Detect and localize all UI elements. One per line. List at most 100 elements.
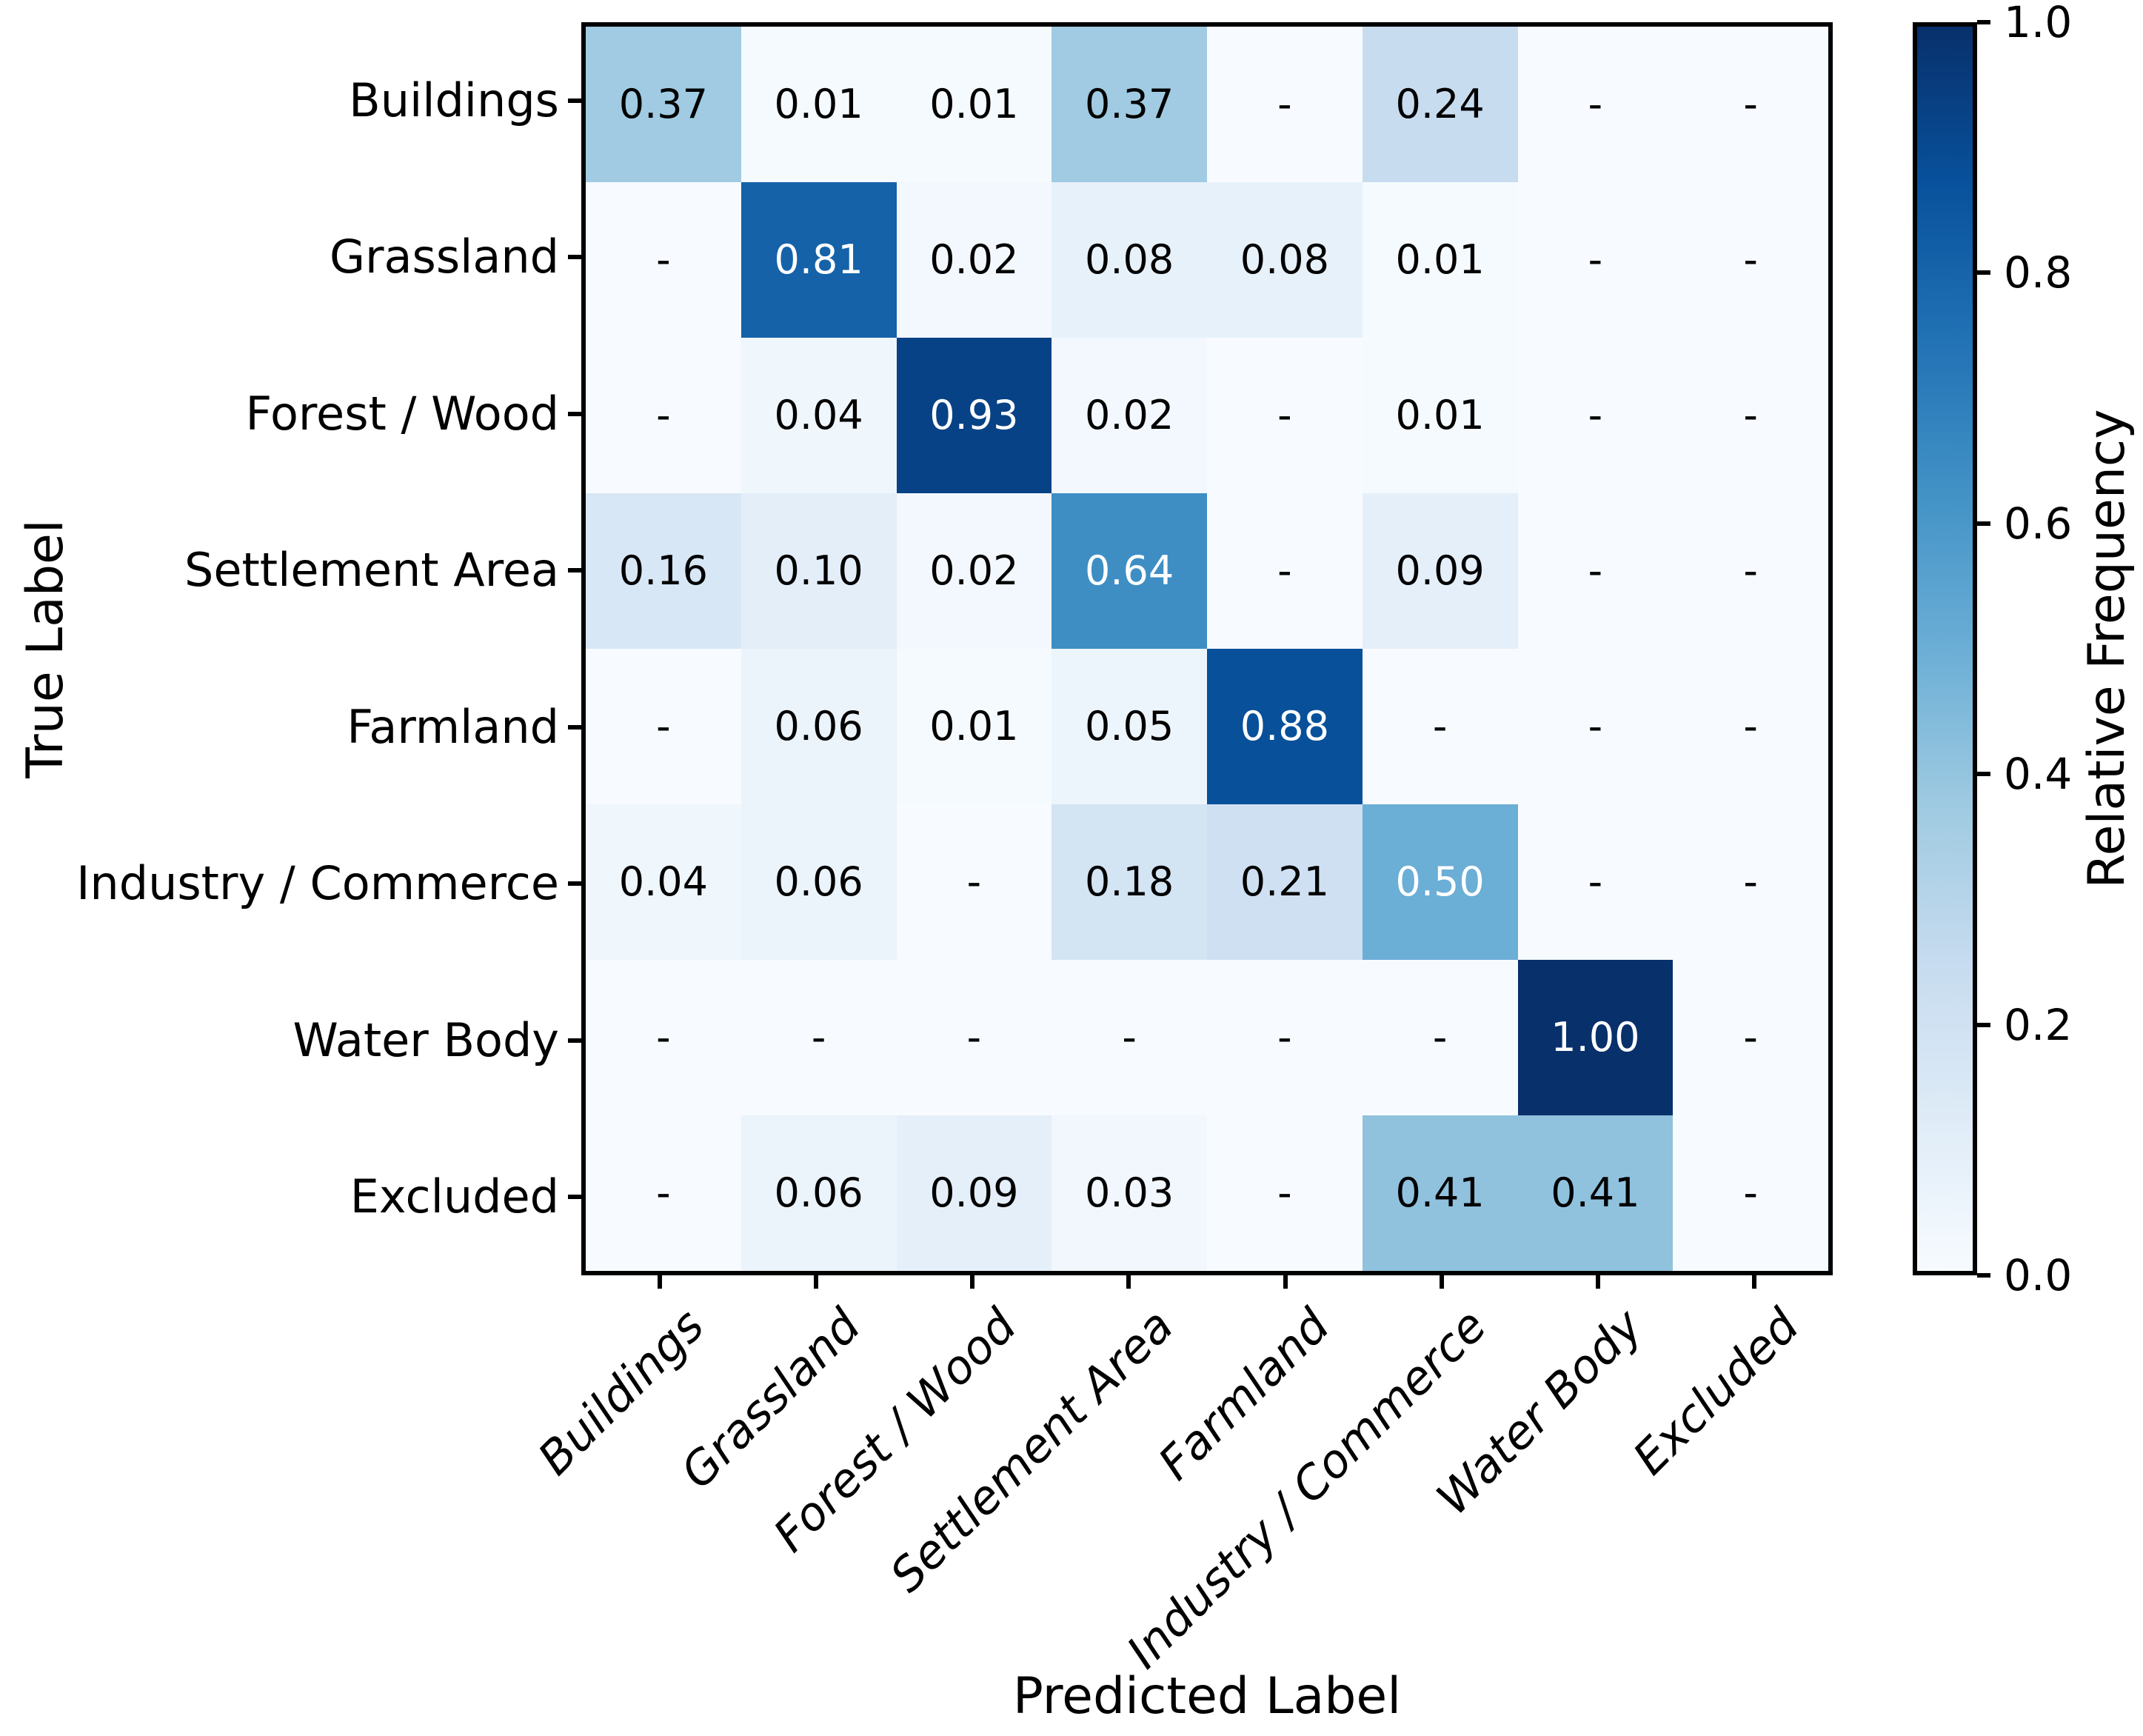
heatmap-cell: -: [1673, 960, 1828, 1115]
x-tick-mark: [1596, 1275, 1601, 1289]
heatmap-cell: -: [740, 960, 897, 1115]
heatmap-cell: 0.04: [586, 804, 741, 960]
heatmap-cell-value: 0.10: [774, 547, 863, 594]
heatmap-cell: 0.06: [740, 804, 897, 960]
heatmap-cell: 0.37: [586, 27, 741, 182]
heatmap-cell: 0.02: [1052, 338, 1207, 493]
heatmap-cell-value: 0.01: [1395, 236, 1485, 283]
y-tick-mark: [568, 1195, 581, 1200]
heatmap-cell-value: 0.06: [774, 858, 863, 905]
heatmap-cell: 0.04: [740, 338, 897, 493]
heatmap-cell: 0.64: [1052, 493, 1207, 649]
heatmap-cell-value: -: [1277, 1169, 1292, 1216]
heatmap-cell: 0.10: [740, 493, 897, 649]
heatmap-cells: 0.37 0.01 0.01 0.37 - 0.24 - - - 0.81 0.02 0.08 0.08…: [586, 27, 1828, 1271]
colorbar-tick-label: 0.8: [2004, 247, 2073, 298]
heatmap-cell: -: [1673, 493, 1828, 649]
heatmap-cell-value: -: [1277, 81, 1292, 127]
heatmap-cell-value: -: [656, 1169, 671, 1216]
heatmap-cell-value: 0.04: [618, 858, 708, 905]
heatmap-cell-value: -: [1277, 392, 1292, 438]
colorbar-tick-label: 0.4: [2004, 749, 2073, 800]
colorbar-title: Relative Frequency: [2078, 409, 2136, 889]
heatmap-cell: 0.01: [1362, 338, 1518, 493]
heatmap-cell-value: 0.93: [929, 392, 1019, 438]
heatmap-cell-value: 0.08: [1240, 236, 1329, 283]
heatmap-cell-value: -: [1588, 703, 1603, 750]
heatmap-cell-value: -: [1743, 858, 1758, 905]
heatmap-cell-value: 0.06: [774, 703, 863, 750]
heatmap-cell-value: 0.04: [774, 392, 863, 438]
heatmap-cell: -: [1207, 338, 1363, 493]
heatmap-cell-value: -: [656, 703, 671, 750]
x-axis-title: Predicted Label: [1012, 1667, 1402, 1726]
heatmap-cell-value: 0.01: [929, 703, 1019, 750]
colorbar-tick-mark: [1977, 20, 1990, 24]
y-tick-label: Excluded: [350, 1169, 559, 1224]
heatmap-cell: -: [896, 960, 1052, 1115]
heatmap-cell-value: -: [1743, 236, 1758, 283]
heatmap-cell-value: -: [1743, 547, 1758, 594]
heatmap-cell: -: [1673, 182, 1828, 338]
heatmap-cell-value: 0.09: [1395, 547, 1485, 594]
heatmap-cell: -: [1673, 27, 1828, 182]
y-tick-label: Settlement Area: [184, 543, 559, 598]
heatmap-cell: 0.18: [1052, 804, 1207, 960]
heatmap-cell-value: 0.09: [929, 1169, 1019, 1216]
heatmap-cell: 0.02: [896, 182, 1052, 338]
heatmap-cell: -: [586, 1115, 741, 1271]
colorbar-tick-label: 0.6: [2004, 498, 2073, 549]
y-tick-label: Forest / Wood: [245, 386, 559, 441]
heatmap-cell: -: [1207, 493, 1363, 649]
heatmap-cell-value: 0.03: [1085, 1169, 1174, 1216]
heatmap-plot-area: 0.37 0.01 0.01 0.37 - 0.24 - - - 0.81 0.02 0.08 0.08…: [581, 22, 1833, 1275]
heatmap-cell-value: 0.21: [1240, 858, 1329, 905]
x-tick-mark: [1283, 1275, 1288, 1289]
heatmap-cell-value: 0.37: [1085, 81, 1174, 127]
heatmap-cell: -: [1673, 1115, 1828, 1271]
heatmap-cell: 0.01: [740, 27, 897, 182]
heatmap-cell: -: [586, 960, 741, 1115]
heatmap-cell-value: 0.02: [929, 547, 1019, 594]
heatmap-cell-value: 0.01: [774, 81, 863, 127]
heatmap-cell-value: 0.41: [1551, 1169, 1640, 1216]
y-tick-mark: [568, 568, 581, 573]
colorbar-tick-mark: [1977, 1022, 1990, 1027]
heatmap-cell-value: -: [1277, 547, 1292, 594]
x-tick-label: Settlement Area: [879, 1298, 1184, 1603]
heatmap-cell: 0.16: [586, 493, 741, 649]
heatmap-cell-value: -: [656, 236, 671, 283]
heatmap-cell: 0.88: [1207, 649, 1363, 804]
heatmap-cell-value: 0.41: [1395, 1169, 1485, 1216]
heatmap-cell-value: 0.06: [774, 1169, 863, 1216]
heatmap-cell-value: -: [1277, 1014, 1292, 1061]
heatmap-cell: -: [1207, 1115, 1363, 1271]
colorbar-tick-mark: [1977, 772, 1990, 777]
heatmap-cell-value: -: [1122, 1014, 1137, 1061]
colorbar-tick-mark: [1977, 1273, 1990, 1278]
heatmap-cell-value: -: [1743, 703, 1758, 750]
heatmap-cell: -: [586, 649, 741, 804]
heatmap-cell: 0.93: [896, 338, 1052, 493]
heatmap-cell-value: 0.64: [1085, 547, 1174, 594]
heatmap-cell: -: [896, 804, 1052, 960]
y-tick-label: Grassland: [330, 230, 559, 284]
heatmap-cell-value: -: [811, 1014, 826, 1061]
heatmap-cell: -: [1517, 338, 1674, 493]
heatmap-cell: -: [1517, 649, 1674, 804]
heatmap-cell-value: -: [1588, 236, 1603, 283]
x-tick-mark: [657, 1275, 662, 1289]
y-tick-mark: [568, 98, 581, 103]
heatmap-cell-value: -: [1743, 1169, 1758, 1216]
x-tick-mark: [1752, 1275, 1757, 1289]
heatmap-cell-value: 0.50: [1395, 858, 1485, 905]
heatmap-cell-value: -: [656, 392, 671, 438]
heatmap-cell: 0.41: [1517, 1115, 1674, 1271]
heatmap-cell-value: 1.00: [1551, 1014, 1640, 1061]
heatmap-cell-value: -: [1432, 703, 1448, 750]
heatmap-cell: 0.81: [740, 182, 897, 338]
heatmap-cell-value: -: [1743, 81, 1758, 127]
colorbar-tick-label: 0.0: [2004, 1250, 2073, 1301]
heatmap-cell: -: [1517, 493, 1674, 649]
